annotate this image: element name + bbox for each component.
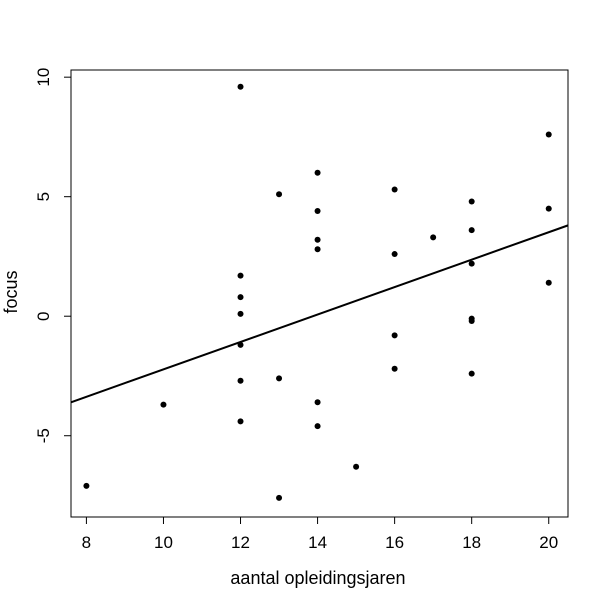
x-tick-label: 12	[231, 533, 250, 552]
y-axis-title: focus	[1, 270, 21, 313]
x-axis: 8 10 12 14 16 18 20	[82, 517, 558, 552]
data-point	[391, 186, 398, 193]
y-tick-label: -5	[34, 428, 53, 443]
data-point	[314, 169, 321, 176]
x-tick-label: 8	[82, 533, 91, 552]
y-tick-label: 0	[34, 311, 53, 320]
data-point	[314, 246, 321, 253]
data-point	[468, 260, 475, 267]
data-point	[237, 294, 244, 301]
data-points	[83, 83, 552, 501]
x-axis-title: aantal opleidingsjaren	[230, 568, 405, 588]
data-point	[430, 234, 437, 241]
data-point	[314, 236, 321, 243]
data-point	[276, 494, 283, 501]
data-point	[237, 377, 244, 384]
data-point	[468, 370, 475, 377]
data-point	[276, 375, 283, 382]
data-point	[353, 463, 360, 470]
data-point	[545, 205, 552, 212]
y-axis: -5 0 5 10	[34, 68, 71, 443]
data-point	[391, 251, 398, 258]
x-tick-label: 14	[308, 533, 327, 552]
plot-frame	[70, 69, 569, 518]
data-point	[314, 399, 321, 406]
data-point	[468, 198, 475, 205]
y-tick-label: 5	[34, 192, 53, 201]
data-point	[468, 227, 475, 234]
regression-line-group	[70, 224, 569, 404]
data-point	[391, 332, 398, 339]
x-tick-label: 18	[462, 533, 481, 552]
data-point	[83, 482, 90, 489]
data-point	[545, 279, 552, 286]
data-point	[237, 418, 244, 425]
data-point	[160, 401, 167, 408]
x-tick-label: 20	[539, 533, 558, 552]
data-point	[276, 191, 283, 198]
data-point	[237, 272, 244, 279]
data-point	[237, 310, 244, 317]
x-tick-label: 10	[154, 533, 173, 552]
y-tick-label: 10	[34, 68, 53, 87]
regression-line	[70, 224, 569, 404]
x-tick-label: 16	[385, 533, 404, 552]
data-point	[237, 83, 244, 90]
data-point	[468, 317, 475, 324]
data-point	[314, 208, 321, 215]
data-point	[545, 131, 552, 138]
data-point	[314, 423, 321, 430]
data-point	[391, 365, 398, 372]
